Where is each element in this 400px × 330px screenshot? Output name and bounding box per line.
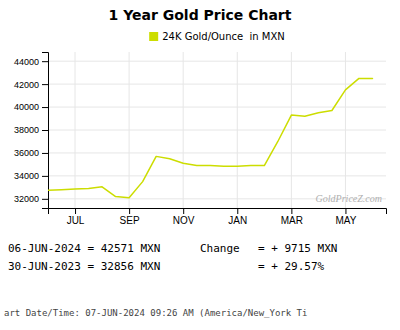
x-tick: NOV <box>173 208 195 226</box>
x-tick-label: JUL <box>67 215 85 226</box>
watermark: GoldPriceZ.com <box>316 193 382 204</box>
x-tick-label: NOV <box>173 215 195 226</box>
y-tick-label: 34000 <box>14 171 39 181</box>
y-tick: 44000 <box>14 57 48 67</box>
x-tick-mark <box>75 208 76 214</box>
title: 1 Year Gold Price Chart <box>109 7 292 23</box>
change-text: = + 29.57% <box>258 260 325 273</box>
x-tick-mark <box>291 208 292 214</box>
grid-line-y <box>48 175 386 176</box>
info-text: 06-JUN-2024 = 42571 MXN <box>8 242 160 255</box>
info-text: 30-JUN-2023 = 32856 MXN <box>8 260 160 273</box>
y-tick-label: 40000 <box>14 102 39 112</box>
x-tick: MAY <box>335 208 356 226</box>
y-tick-mark <box>42 130 48 131</box>
grid-line-x <box>183 52 184 208</box>
legend: 24K Gold/Ounce in MXN <box>149 31 285 42</box>
y-tick-mark <box>42 107 48 108</box>
x-axis-line <box>49 209 387 215</box>
grid-line-y <box>48 84 386 85</box>
legend-item: 24K Gold/Ounce in MXN <box>149 31 285 42</box>
y-tick-mark <box>42 153 48 154</box>
x-tick-label: MAY <box>335 215 356 226</box>
y-tick: 32000 <box>14 194 48 204</box>
plot-area <box>48 78 372 197</box>
change-text: = + 9715 MXN <box>258 242 337 255</box>
y-tick-mark <box>42 61 48 62</box>
grid-line-x <box>75 52 76 208</box>
grid-line-y <box>48 61 386 62</box>
x-tick-label: SEP <box>120 215 140 226</box>
grid-line-x <box>291 52 292 208</box>
grid-line-y <box>48 130 386 131</box>
y-tick: 42000 <box>14 79 48 89</box>
grid-line-y <box>48 107 386 108</box>
legend-label: 24K Gold/Ounce in MXN <box>162 31 285 42</box>
x-tick: MAR <box>281 208 303 226</box>
y-tick: 38000 <box>14 125 48 135</box>
chart: JUL SEP NOV JAN MAR MAY 32000 34000 36000 38000 40… <box>0 0 400 330</box>
footer: art Date/Time: 07-JUN-2024 09:26 AM (Ame… <box>4 308 307 318</box>
y-tick-label: 32000 <box>14 194 39 204</box>
grid-line-y <box>48 152 386 153</box>
y-tick: 36000 <box>14 148 48 158</box>
y-tick-mark <box>42 84 48 85</box>
grid-line-x <box>237 52 238 208</box>
y-tick-label: 44000 <box>14 57 39 67</box>
y-tick: 34000 <box>14 171 48 181</box>
x-tick: SEP <box>120 208 140 226</box>
y-axis-line <box>42 53 49 209</box>
grid-line-x <box>129 52 130 208</box>
x-tick-mark <box>345 208 346 214</box>
grid-line-x <box>345 52 346 208</box>
x-tick-mark <box>129 208 130 214</box>
series-line <box>48 78 372 197</box>
y-tick-label: 42000 <box>14 79 39 89</box>
y-tick-mark <box>42 199 48 200</box>
x-tick: JAN <box>228 208 247 226</box>
y-tick-label: 36000 <box>14 148 39 158</box>
grid <box>48 52 386 208</box>
x-tick: JUL <box>67 208 85 226</box>
y-axis: 32000 34000 36000 38000 40000 42000 44000 <box>14 53 49 209</box>
change-label: Change <box>200 242 240 255</box>
y-tick-label: 38000 <box>14 125 39 135</box>
x-axis: JUL SEP NOV JAN MAR MAY <box>49 208 387 226</box>
y-tick: 40000 <box>14 102 48 112</box>
y-tick-mark <box>42 176 48 177</box>
x-tick-mark <box>237 208 238 214</box>
x-tick-label: MAR <box>281 215 303 226</box>
x-tick-mark <box>183 208 184 214</box>
x-tick-label: JAN <box>228 215 247 226</box>
legend-swatch <box>149 32 158 41</box>
